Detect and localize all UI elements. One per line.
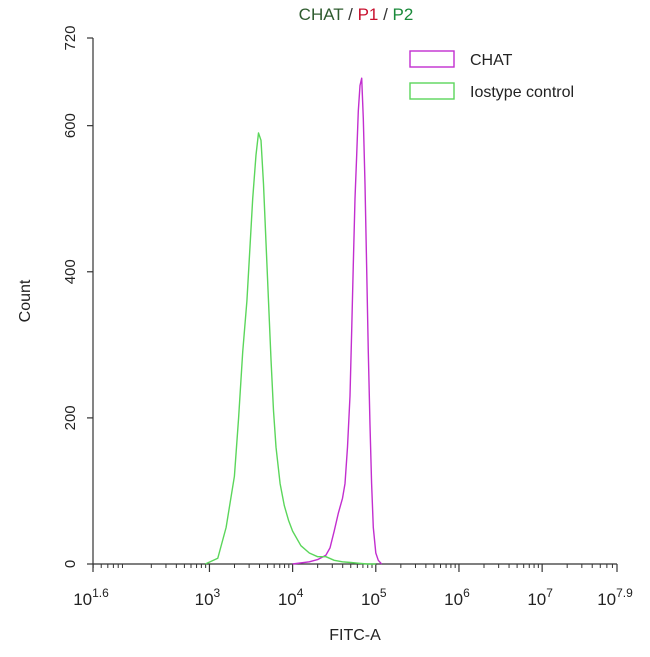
x-axis-ticks: 101.6 103 104 105 106 107 107.9 [73,564,633,609]
y-tick-label: 200 [62,405,79,430]
x-tick-label: 105 [361,586,387,609]
series-line-0 [292,77,383,565]
x-tick-label: 101.6 [73,586,109,609]
x-tick-label: 107.9 [597,586,633,609]
chart-title: CHAT / P1 / P2 [299,5,414,24]
legend-swatch-1 [409,82,455,100]
legend-swatch-0 [409,50,455,68]
y-tick-label: 600 [62,113,79,138]
y-axis-label: Count [17,279,34,322]
y-tick-label: 400 [62,259,79,284]
y-tick-label: 0 [62,560,79,568]
x-tick-label: 104 [278,586,304,609]
title-part-2: P1 [358,5,379,24]
x-axis-label: FITC-A [329,627,381,644]
legend-label-0: CHAT [470,52,513,69]
series-layer [205,77,383,565]
plot-frame [92,38,617,565]
title-part-4: P2 [393,5,414,24]
y-tick-label: 720 [62,25,79,50]
legend: CHAT Iostype control [409,50,574,101]
x-tick-label: 103 [195,586,221,609]
title-part-1: / [343,5,357,24]
x-tick-label: 106 [444,586,470,609]
title-part-0: CHAT [299,5,344,24]
title-part-3: / [378,5,392,24]
series-line-1 [205,132,376,565]
legend-label-1: Iostype control [470,84,574,101]
y-axis-ticks: 0 200 400 600 720 [62,25,93,568]
x-tick-label: 107 [527,586,553,609]
